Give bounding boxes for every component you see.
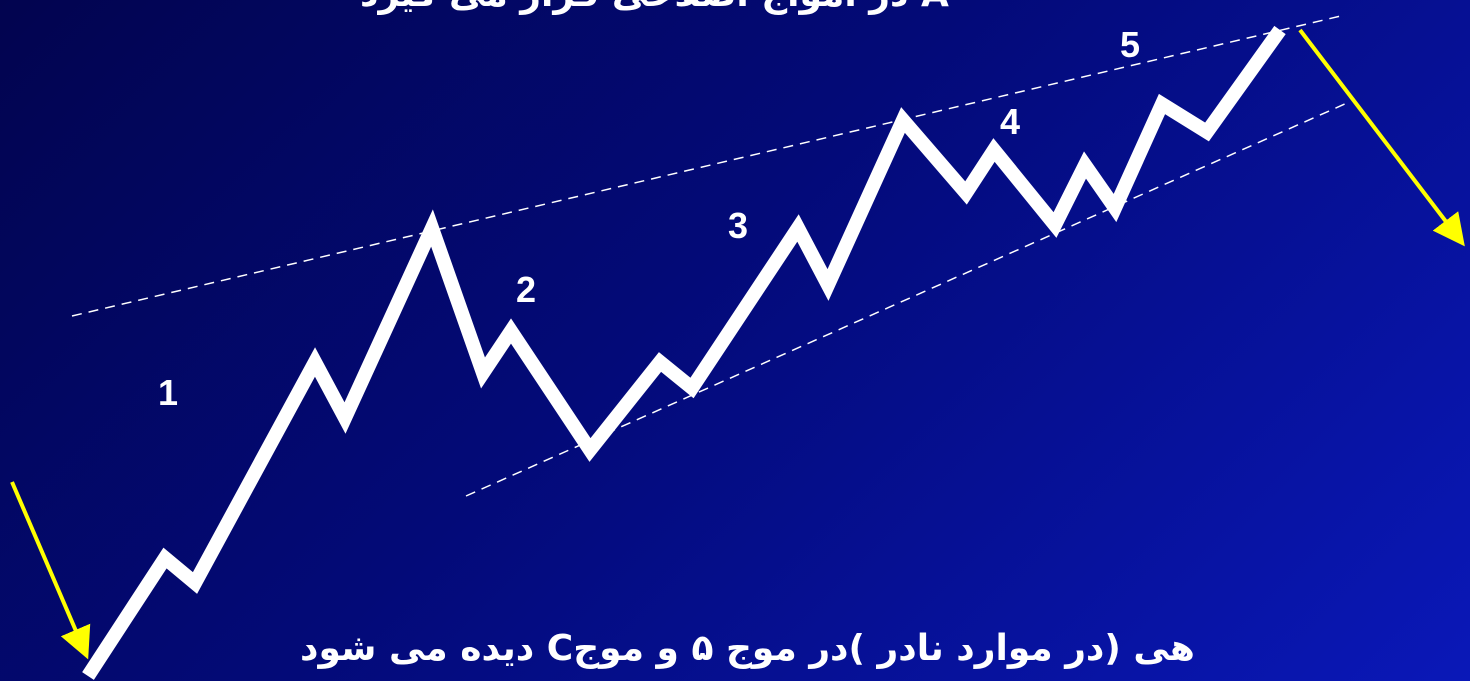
upper-channel-line [71, 14, 1346, 317]
wave-label-5: 5 [1120, 24, 1140, 65]
top-caption: A در امواج اصلاحی قرار می گیرد [360, 0, 949, 15]
wave-label-3: 3 [728, 205, 748, 246]
wave-label-2: 2 [516, 269, 536, 310]
wave-label-1: 1 [158, 372, 178, 413]
wave-label-4: 4 [1000, 101, 1020, 142]
bottom-caption: هی (در موارد نادر )در موج ۵ و موجC دیده … [300, 628, 1195, 669]
exit-arrow [1298, 28, 1465, 247]
impulse-wave-line [82, 25, 1286, 680]
entry-arrow [10, 481, 91, 660]
